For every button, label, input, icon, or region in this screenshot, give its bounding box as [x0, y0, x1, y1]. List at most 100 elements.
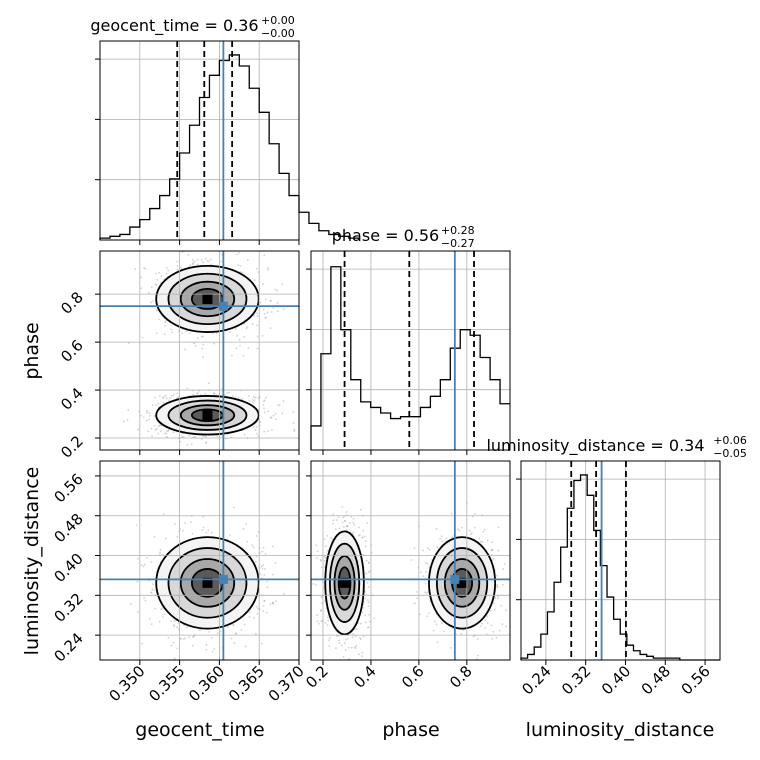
sample-point: [365, 559, 368, 562]
sample-point: [270, 416, 273, 419]
sample-point: [209, 258, 212, 261]
sample-point: [159, 548, 162, 551]
sample-point: [318, 622, 320, 625]
sample-point: [357, 534, 360, 537]
sample-point: [281, 283, 284, 286]
sample-point: [129, 603, 132, 605]
sample-point: [262, 282, 264, 285]
sample-point: [192, 262, 194, 265]
sample-point: [358, 653, 360, 656]
sample-point: [147, 430, 150, 433]
sample-point: [422, 549, 425, 552]
sample-point: [122, 420, 125, 423]
sample-point: [424, 591, 426, 594]
density-peak: [457, 577, 468, 588]
sample-point: [341, 505, 344, 508]
sample-point: [358, 534, 361, 536]
sample-point: [220, 260, 223, 263]
sample-point: [491, 548, 494, 551]
sample-point: [245, 327, 248, 330]
sample-point: [154, 404, 157, 407]
sample-point: [320, 609, 322, 612]
sample-point: [261, 568, 264, 570]
sample-point: [239, 344, 241, 347]
sample-point: [263, 254, 266, 257]
y-tick-label: 0.56: [50, 470, 86, 506]
sample-point: [158, 394, 161, 397]
sample-point: [254, 632, 257, 635]
sample-point: [231, 354, 233, 357]
sample-point: [293, 430, 296, 433]
sample-point: [151, 286, 153, 289]
sample-point: [441, 540, 444, 543]
sample-point: [495, 637, 498, 639]
sample-point: [221, 253, 223, 256]
panel-frame: [310, 250, 511, 451]
x-tick-label: 0.32: [558, 662, 594, 698]
x-axis-label-luminosity_distance: luminosity_distance: [526, 719, 715, 741]
sample-point: [426, 591, 429, 594]
sample-point: [490, 624, 493, 627]
sample-point: [501, 583, 504, 586]
sample-point: [367, 626, 370, 628]
sample-point: [428, 548, 431, 551]
sample-point: [477, 668, 479, 670]
sample-point: [259, 396, 261, 399]
sample-point: [162, 401, 165, 404]
sample-point: [253, 616, 255, 619]
sample-point: [254, 396, 257, 399]
sample-point: [320, 620, 323, 622]
sample-point: [213, 342, 216, 345]
sample-point: [248, 611, 251, 614]
sample-point: [152, 299, 155, 302]
sample-point: [266, 311, 269, 314]
sample-point: [144, 563, 146, 566]
sample-point: [188, 332, 191, 335]
sample-point: [272, 602, 275, 605]
sample-point: [354, 647, 357, 649]
sample-point: [265, 611, 268, 614]
sample-point: [162, 616, 164, 618]
sample-point: [251, 323, 254, 325]
sample-point: [173, 620, 176, 623]
sample-point: [146, 410, 148, 412]
panel-title-geocent_time: geocent_time = 0.36: [90, 16, 258, 36]
sample-point: [162, 513, 165, 516]
sample-point: [171, 331, 174, 334]
sample-point: [215, 332, 218, 334]
sample-point: [151, 583, 154, 586]
sample-point: [261, 334, 264, 337]
sample-point: [150, 561, 153, 563]
sample-point: [193, 342, 196, 345]
sample-point: [497, 526, 500, 529]
sample-point: [126, 419, 129, 421]
sample-point: [490, 549, 493, 552]
sample-point: [219, 630, 222, 633]
sample-point: [277, 404, 280, 407]
sample-point: [476, 657, 478, 660]
sample-point: [167, 269, 170, 272]
x-tick-label: 0.48: [638, 662, 674, 698]
sample-point: [496, 586, 499, 589]
sample-point: [170, 620, 173, 623]
sample-point: [259, 301, 262, 304]
sample-point: [263, 599, 266, 602]
sample-point: [255, 535, 258, 537]
sample-point: [367, 626, 369, 629]
sample-point: [162, 396, 165, 399]
sample-point: [243, 335, 246, 338]
sample-point: [468, 529, 471, 532]
sample-point: [364, 621, 367, 624]
sample-point: [363, 535, 366, 538]
sample-point: [181, 433, 184, 435]
sample-point: [158, 271, 160, 274]
sample-point: [207, 260, 210, 263]
sample-point: [145, 557, 148, 559]
sample-point: [224, 394, 226, 396]
sample-point: [486, 615, 488, 617]
sample-point: [181, 251, 184, 254]
sample-point: [362, 607, 365, 609]
sample-point: [145, 419, 148, 422]
sample-point: [194, 344, 197, 347]
sample-point: [316, 614, 318, 616]
